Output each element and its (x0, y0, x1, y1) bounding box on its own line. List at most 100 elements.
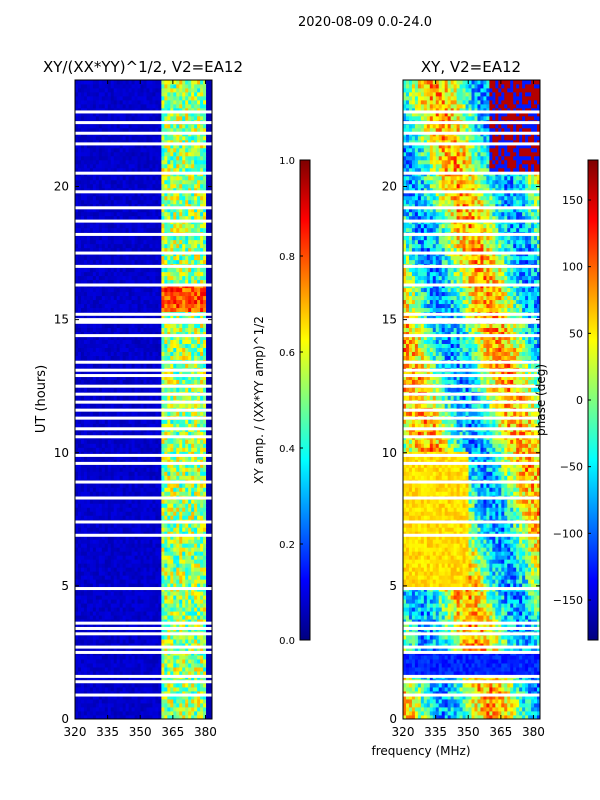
heatmap-cell (80, 543, 85, 548)
heatmap-cell (206, 535, 210, 540)
heatmap-cell (83, 355, 88, 360)
heatmap-cell (206, 323, 210, 329)
heatmap-cell (206, 439, 210, 444)
heatmap-cell (206, 595, 210, 600)
heatmap-cell (113, 611, 118, 616)
heatmap-cell (152, 707, 156, 712)
heatmap-cell (152, 403, 156, 408)
heatmap-cell (143, 611, 147, 616)
heatmap-cell (149, 387, 153, 392)
heatmap-cell (119, 371, 124, 376)
heatmap-cell (143, 655, 147, 660)
heatmap-cell (182, 459, 186, 464)
heatmap-cell (173, 547, 177, 552)
heatmap-cell (113, 623, 118, 628)
heatmap-cell (143, 559, 147, 564)
heatmap-cell (131, 471, 135, 476)
heatmap-cell (200, 291, 204, 297)
heatmap-cell (110, 491, 115, 496)
heatmap-cell (75, 547, 79, 552)
heatmap-cell (95, 635, 100, 640)
heatmap-cell (128, 551, 132, 556)
heatmap-cell (197, 347, 201, 352)
heatmap-cell (167, 375, 171, 380)
heatmap-cell (182, 347, 186, 352)
heatmap-cell (131, 635, 135, 640)
heatmap-cell (80, 715, 85, 719)
heatmap-cell (128, 299, 132, 305)
heatmap-cell (185, 483, 189, 488)
heatmap-cell (77, 671, 82, 676)
heatmap-cell (149, 431, 153, 436)
heatmap-cell (104, 491, 109, 496)
heatmap-cell (140, 327, 144, 332)
heatmap-cell (131, 419, 135, 424)
heatmap-cell (131, 531, 135, 536)
heatmap-cell (83, 703, 88, 708)
heatmap-cell (140, 447, 144, 452)
heatmap-cell (101, 547, 106, 552)
heatmap-cell (206, 291, 210, 297)
heatmap-cell (95, 295, 100, 301)
heatmap-cell (170, 547, 174, 552)
heatmap-cell (176, 491, 180, 496)
heatmap-cell (155, 487, 159, 492)
heatmap-cell (152, 531, 156, 536)
heatmap-cell (101, 619, 106, 624)
heatmap-cell (77, 387, 82, 392)
heatmap-cell (203, 583, 207, 588)
heatmap-cell (128, 463, 132, 468)
heatmap-cell (86, 299, 91, 305)
heatmap-cell (98, 475, 103, 480)
heatmap-cell (92, 579, 97, 584)
heatmap-cell (182, 351, 186, 356)
heatmap-cell (113, 447, 118, 452)
heatmap-cell (131, 307, 135, 313)
heatmap-cell (146, 451, 150, 456)
heatmap-cell (158, 551, 162, 556)
heatmap-cell (146, 571, 150, 576)
heatmap-cell (116, 687, 121, 692)
heatmap-cell (137, 683, 141, 688)
heatmap-cell (122, 451, 127, 456)
heatmap-cell (98, 463, 103, 468)
heatmap-cell (209, 691, 212, 696)
heatmap-cell (173, 467, 177, 472)
heatmap-cell (191, 639, 195, 644)
heatmap-cell (122, 575, 127, 580)
heatmap-cell (86, 611, 91, 616)
heatmap-cell (80, 387, 85, 392)
heatmap-cell (149, 443, 153, 448)
heatmap-cell (185, 355, 189, 360)
heatmap-cell (113, 307, 118, 313)
heatmap-cell (86, 691, 91, 696)
heatmap-cell (209, 683, 212, 688)
heatmap-cell (188, 659, 192, 664)
heatmap-cell (191, 467, 195, 472)
heatmap-cell (143, 471, 147, 476)
heatmap-cell (197, 307, 201, 313)
heatmap-cell (107, 411, 112, 416)
heatmap-cell (119, 419, 124, 424)
heatmap-cell (98, 339, 103, 344)
heatmap-cell (188, 491, 192, 496)
heatmap-cell (203, 411, 207, 416)
heatmap-cell (110, 487, 115, 492)
heatmap-cell (167, 699, 171, 704)
heatmap-cell (194, 355, 198, 360)
heatmap-cell (86, 431, 91, 436)
heatmap-cell (167, 419, 171, 424)
heatmap-cell (131, 467, 135, 472)
heatmap-cell (161, 703, 165, 708)
heatmap-cell (185, 431, 189, 436)
heatmap-cell (128, 603, 132, 608)
heatmap-cell (75, 327, 79, 332)
heatmap-cell (149, 599, 153, 604)
heatmap-cell (89, 559, 94, 564)
heatmap-cell (89, 671, 94, 676)
heatmap-cell (104, 523, 109, 528)
heatmap-cell (197, 527, 201, 532)
heatmap-cell (158, 499, 162, 504)
heatmap-cell (152, 471, 156, 476)
heatmap-cell (89, 635, 94, 640)
